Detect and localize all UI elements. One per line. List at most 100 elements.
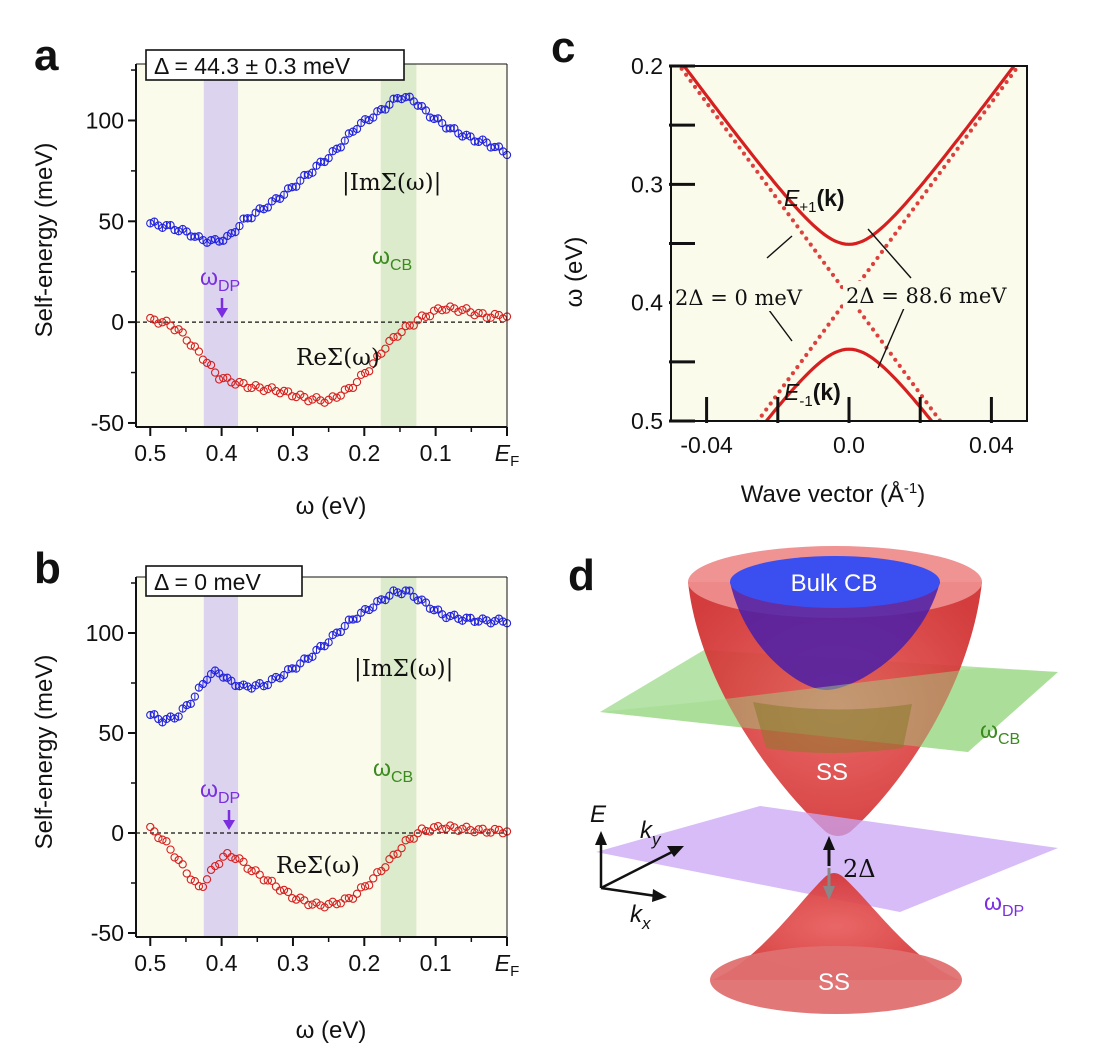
panel-a-delta-label: Δ = 44.3 ± 0.3 meV — [154, 53, 351, 79]
panel-c-gapless-point — [777, 200, 782, 205]
panel-a-xlabel: ω (eV) — [296, 493, 367, 520]
panel-c-gapless-point — [1008, 73, 1014, 79]
panel-c-gapless-point — [915, 388, 920, 393]
panel-c-gapless-point — [996, 497, 1000, 501]
panel-b-re-point — [267, 876, 277, 885]
panel-b-re-point — [210, 861, 220, 871]
panel-c-gapless-point — [933, 412, 938, 417]
panel-c-gapless-point — [706, 103, 711, 108]
panel-a-wdp-sub: DP — [218, 278, 240, 295]
panel-c-gapless-point — [1031, 44, 1035, 48]
panel-a-re-point — [170, 326, 179, 335]
panel-b-re-point — [255, 870, 264, 879]
panel-c-gapless-point — [1004, 509, 1008, 513]
panel-a-im-point — [279, 190, 289, 199]
panel-c-gapless-point — [719, 121, 724, 126]
panel-a-re-point — [409, 321, 418, 330]
panel-b-re-point — [344, 893, 354, 903]
panel-a-re-point — [401, 322, 410, 331]
panel-c-gapless-point — [951, 437, 955, 441]
panel-c-gapless-point — [924, 189, 929, 194]
panel-b-xtick-label: 0.1 — [420, 950, 452, 976]
panel-c-gapless-point — [1013, 521, 1017, 525]
panel-b-re-point — [458, 824, 467, 834]
panel-c-gapless-point — [742, 438, 746, 442]
panel-a-re-point — [336, 391, 345, 400]
panel-c-gapless-point — [764, 407, 769, 412]
panel-c-gapless-point — [741, 151, 747, 156]
axis-kx-sub: x — [641, 914, 651, 933]
panel-a-re-point — [373, 351, 382, 361]
panel-a-re-point — [178, 328, 187, 337]
panel-b-xtick-label: 0.5 — [134, 950, 166, 976]
panel-b-re-label: ReΣ(ω) — [276, 853, 360, 879]
panel-c-gapless-point — [666, 541, 670, 545]
panel-c-gapless-point — [733, 450, 737, 454]
wcb-label-main: ω — [980, 717, 998, 743]
panel-a-re-point — [446, 302, 455, 311]
panel-c-gapless-point — [790, 218, 796, 223]
wcb-label: ωCB — [980, 717, 1020, 748]
panel-c-gapless-point — [910, 381, 916, 387]
panel-b-im-point — [190, 692, 200, 701]
panel-a-re-point — [340, 385, 349, 394]
panel-c-ytick-label: 0.5 — [631, 408, 663, 434]
panel-a-plot-bg — [136, 64, 507, 427]
panel-c-gapless-point — [746, 432, 750, 436]
panel-c-lower-band-label-part: -1 — [799, 393, 812, 410]
panel-a-im-point — [247, 214, 256, 223]
panel-b-im-point — [296, 659, 305, 668]
panel-d-diagram: Bulk CB SS SS 2Δ ωCB ωDP E ky kx — [590, 546, 1058, 1014]
panel-c-gapless-point — [902, 219, 907, 224]
wdp-label-sub: DP — [1002, 903, 1024, 920]
panel-a-re-point — [470, 311, 479, 320]
panel-c-gapless-point — [777, 389, 782, 394]
panel-c-ytick-label: 0.2 — [631, 53, 663, 79]
panel-b-re-point — [401, 836, 410, 845]
panel-c-gapless-point — [924, 400, 929, 405]
panel-letter-b: b — [34, 544, 61, 593]
panel-b-title-box: Δ = 0 meV — [145, 565, 303, 597]
panel-c-ytick-label: 0.4 — [631, 290, 663, 316]
panel-c-gapless-point — [955, 146, 960, 151]
panel-c-gapless-point — [826, 266, 831, 271]
panel-c-xlabel-close: ) — [917, 481, 925, 508]
panel-c-gapless-point — [946, 158, 951, 164]
panel-a-re-point — [417, 311, 427, 320]
panel-c-gapless-point — [870, 261, 876, 267]
panel-b-im-point — [433, 605, 443, 614]
panel-b-re-point — [356, 883, 366, 892]
panel-b-ytick-label: -50 — [91, 920, 124, 946]
panel-c-gapless-point — [751, 426, 755, 430]
panel-c-gapless-point — [804, 352, 809, 358]
panel-a-re-point — [146, 313, 155, 323]
panel-c-gapless-point — [671, 535, 675, 539]
panel-a-im-point — [219, 236, 228, 245]
panel-c-gapless-point — [675, 529, 679, 533]
panel-c-gapless-point — [764, 181, 769, 187]
panel-c-gapless-point — [973, 467, 977, 471]
panel-c-gapless-point — [973, 122, 978, 127]
bulk-cb-label: Bulk CB — [791, 570, 878, 597]
axis-kx-main: k — [630, 901, 644, 928]
panel-b-re-point — [162, 837, 171, 846]
panel-c-xlabel-main: Wave vector (Å — [741, 480, 904, 508]
panel-c-gapless-point — [737, 444, 741, 448]
panel-c-gapless-point — [746, 157, 751, 162]
ss-lower-label: SS — [818, 969, 850, 996]
panel-c-gapless-point — [662, 547, 666, 551]
bulk-cb-paraboloid — [730, 582, 940, 690]
panel-a-re-point — [356, 370, 366, 380]
panel-b-re-point — [365, 881, 374, 890]
panel-b-im-point — [186, 699, 195, 709]
panel-letter-d: d — [568, 551, 595, 600]
panel-c-gap-zero-bg — [672, 283, 810, 311]
panel-a-re-point — [259, 386, 268, 396]
panel-b-re-point — [170, 853, 179, 862]
panel-c-gapless-point — [986, 104, 991, 109]
panel-c-gapless-point — [688, 511, 692, 515]
panel-c-gapless-point — [879, 339, 885, 344]
panel-c-chart: ω (eV) Wave vector (Å-1) 0.20.30.40.5-0.… — [561, 44, 1035, 551]
panel-c-gapless-point — [786, 377, 791, 382]
panel-a-im-point — [482, 138, 491, 147]
